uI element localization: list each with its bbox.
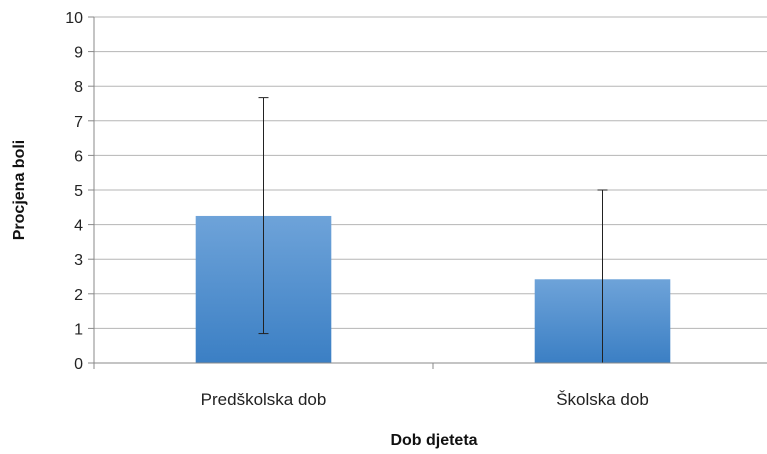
y-tick-label: 2 (74, 287, 83, 304)
y-tick-label: 4 (74, 218, 83, 235)
axes (93, 17, 767, 369)
y-tick-label: 0 (74, 356, 83, 373)
y-axis-ticks: 0 1 2 3 4 5 6 7 8 9 10 (65, 10, 94, 373)
error-bars (258, 97, 608, 363)
y-axis-title: Procjena boli (11, 140, 28, 240)
y-tick-label: 8 (74, 79, 83, 96)
category-label: Predškolska dob (201, 390, 327, 409)
y-tick-label: 10 (65, 10, 83, 27)
x-axis-title: Dob djeteta (390, 432, 477, 449)
y-tick-label: 6 (74, 148, 83, 165)
y-tick-label: 1 (74, 321, 83, 338)
y-tick-label: 3 (74, 252, 83, 269)
y-tick-label: 7 (74, 114, 83, 131)
y-tick-label: 9 (74, 45, 83, 62)
category-label: Školska dob (556, 390, 649, 409)
y-tick-label: 5 (74, 183, 83, 200)
x-axis-category-labels: Predškolska dob Školska dob (201, 390, 649, 409)
bars (195, 215, 671, 363)
